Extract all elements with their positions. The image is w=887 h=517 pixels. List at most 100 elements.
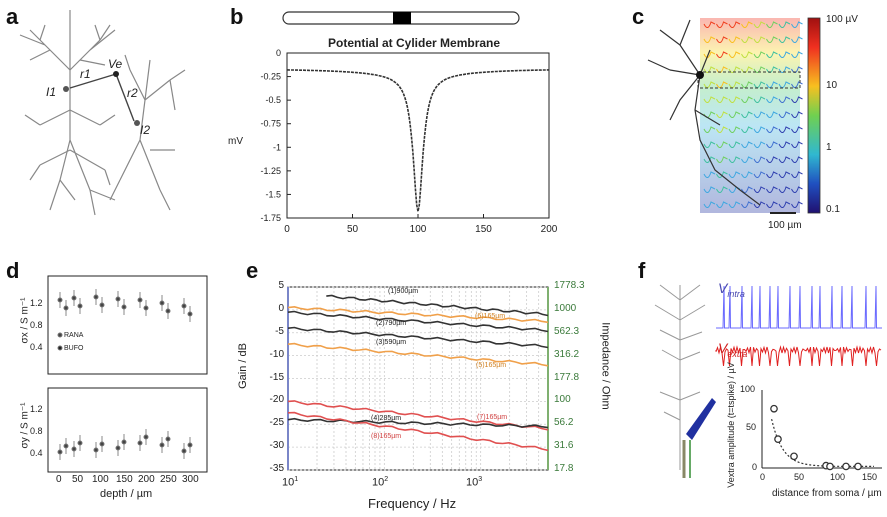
f-data-point [774,435,782,443]
c-trace [778,141,791,148]
b-ytick-label: -0.75 [260,119,281,129]
c-trace [753,21,766,28]
c-trace [728,111,741,118]
f-vextra-label: Vextra [718,340,748,359]
c-trace [753,186,766,193]
panel-label-c: c [632,4,645,29]
c-trace [766,36,778,43]
panel-b-ylabel: mV [228,136,243,147]
d-point [121,439,127,445]
c-trace [766,21,778,28]
c-trace [728,96,741,103]
v-extra-trace [715,345,882,367]
c-trace [778,111,791,118]
c-trace [778,21,791,28]
c-trace [716,171,728,178]
c-trace [778,96,791,103]
e-right-tick: 17.8 [554,463,574,474]
c-trace [741,171,753,178]
v-intra-trace [716,285,882,329]
c-trace [728,36,741,43]
c-trace [741,141,753,148]
b-ytick-label: -1 [273,142,281,152]
c-trace [791,156,803,163]
e-curve-label: (8)165µm [371,433,401,440]
c-trace [778,186,791,193]
e-xlabel: Frequency / Hz [368,496,457,511]
c-trace [766,51,778,58]
c-trace [741,186,753,193]
c-trace [766,141,778,148]
panel-b-potential-line [287,69,549,212]
c-trace [753,171,766,178]
c-trace [728,21,741,28]
c-trace [766,111,778,118]
d-legend-bufo: BUFO [64,345,84,352]
d-bot-ytick-0: 1.2 [30,404,43,414]
c-trace [728,51,741,58]
c-trace [741,96,753,103]
c-trace [791,36,803,43]
e-left-tick: -15 [269,371,284,383]
c-trace [716,111,728,118]
c-trace [753,81,766,88]
c-trace [791,171,803,178]
e-right-tick: 562.3 [554,325,580,337]
f-data-point [842,462,850,471]
d-point [71,446,77,452]
colorbar-tick-1: 10 [826,80,838,91]
d-legend-marker [57,345,63,351]
c-trace [716,156,728,163]
b-xtick-label: 0 [284,224,290,235]
c-trace [791,81,803,88]
f-xlabel: distance from soma / µm [772,488,882,499]
point-label-i1: I1 [46,85,56,99]
c-trace [728,126,741,133]
e-series-line [287,305,549,324]
f-fit-line [771,418,874,467]
d-point [137,440,143,446]
c-trace [753,141,766,148]
d-xtick-3: 150 [116,474,133,485]
d-point [93,294,99,300]
d-point [165,308,171,314]
e-xtick-0: 101 [282,476,299,489]
e-curve-label: (7)165µm [477,414,507,421]
e-right-tick: 1000 [554,302,577,314]
c-trace [741,126,753,133]
e-series-line [326,294,549,317]
d-point [159,300,165,306]
c-trace [753,201,766,208]
e-left-tick: -35 [269,463,284,474]
e-left-tick: -5 [275,325,284,337]
f-data-point [854,462,862,471]
e-xtick-1: 102 [372,476,389,489]
c-trace [791,111,803,118]
c-trace [703,171,716,178]
panel-b-title: Potential at Cylider Membrane [328,36,501,50]
b-ytick-label: -0.5 [265,95,281,105]
c-trace [703,126,716,133]
f-vintra-label: Vintra [718,280,745,299]
f-ylabel: Vextra amplitude (t=tspike) / µV [725,362,736,488]
d-top-ytick-0: 1.2 [30,298,43,308]
d-point [57,449,63,455]
c-trace [766,126,778,133]
b-ytick-label: 0 [276,48,281,58]
c-trace [778,51,791,58]
c-trace [753,36,766,43]
c-trace [716,126,728,133]
c-trace [766,96,778,103]
d-point [77,440,83,446]
e-curve-label: (6)165µm [475,313,505,320]
point-label-r2: r2 [127,86,138,100]
c-trace [791,51,803,58]
b-xtick-label: 200 [541,224,558,235]
d-xlabel: depth / µm [100,488,153,500]
f-xtick-3: 150 [862,472,878,482]
c-trace [791,201,803,208]
panel-a-neuron-figure: I1 r1 Ve r2 I2 [19,10,186,216]
e-left-tick: 0 [278,302,284,314]
